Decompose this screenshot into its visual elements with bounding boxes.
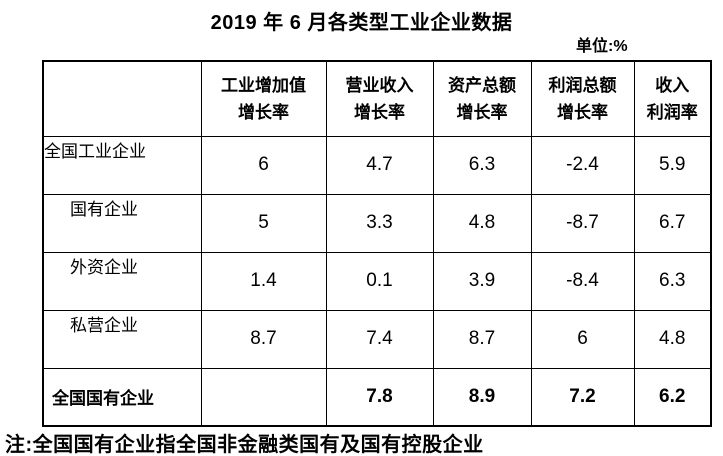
- cell-value: [200, 367, 327, 427]
- header-total-profit-growth: 利润总额 增长率: [530, 60, 635, 137]
- header-line: 增长率: [238, 102, 289, 122]
- cell-value: 4.8: [432, 193, 532, 253]
- header-line: 增长率: [557, 102, 608, 122]
- cell-value: 6.3: [633, 251, 712, 311]
- cell-value: 6.7: [633, 193, 712, 253]
- footnote: 注:全国国有企业指全国非金融类国有及国有控股企业: [5, 434, 484, 456]
- row-national-state-owned-total: 全国国有企业 7.8 8.9 7.2 6.2: [42, 367, 712, 427]
- cell-value: 6: [200, 135, 327, 195]
- cell-value: 1.4: [200, 251, 327, 311]
- header-line: 资产总额: [448, 75, 516, 95]
- header-empty: [42, 60, 202, 137]
- cell-value: 7.8: [325, 367, 434, 427]
- row-label: 全国工业企业: [42, 135, 202, 195]
- cell-value: 6: [530, 309, 635, 369]
- cell-value: 5.9: [633, 135, 712, 195]
- cell-value: 3.9: [432, 251, 532, 311]
- header-operating-revenue-growth: 营业收入 增长率: [325, 60, 434, 137]
- cell-value: 4.8: [633, 309, 712, 369]
- row-foreign-funded: 外资企业 1.4 0.1 3.9 -8.4 6.3: [42, 251, 712, 311]
- header-line: 工业增加值: [221, 75, 306, 95]
- row-label: 国有企业: [42, 193, 202, 253]
- row-label: 全国国有企业: [42, 367, 202, 427]
- header-industrial-added-value-growth: 工业增加值 增长率: [200, 60, 327, 137]
- row-state-owned: 国有企业 5 3.3 4.8 -8.7 6.7: [42, 193, 712, 253]
- header-line: 增长率: [456, 102, 508, 122]
- row-private: 私营企业 8.7 7.4 8.7 6 4.8: [42, 309, 712, 369]
- header-line: 利润率: [646, 102, 698, 122]
- page-title: 2019 年 6 月各类型工业企业数据: [210, 12, 513, 34]
- cell-value: 8.9: [432, 367, 532, 427]
- cell-value: 8.7: [200, 309, 327, 369]
- row-national-industrial: 全国工业企业 6 4.7 6.3 -2.4 5.9: [42, 135, 712, 195]
- cell-value: 0.1: [325, 251, 434, 311]
- header-total-assets-growth: 资产总额 增长率: [432, 60, 532, 137]
- cell-value: 7.4: [325, 309, 434, 369]
- header-revenue-profit-margin: 收入 利润率: [633, 60, 712, 137]
- cell-value: 8.7: [432, 309, 532, 369]
- cell-value: 3.3: [325, 193, 434, 253]
- header-line: 收入: [655, 75, 690, 95]
- cell-value: -2.4: [530, 135, 635, 195]
- header-line: 营业收入: [345, 75, 414, 95]
- industrial-data-table: 工业增加值 增长率 营业收入 增长率 资产总额 增长率 利润总额 增长率 收入: [42, 60, 712, 427]
- cell-value: -8.7: [530, 193, 635, 253]
- table-header-row: 工业增加值 增长率 营业收入 增长率 资产总额 增长率 利润总额 增长率 收入: [42, 60, 712, 137]
- header-line: 利润总额: [548, 75, 617, 95]
- header-line: 增长率: [354, 102, 405, 122]
- cell-value: 4.7: [325, 135, 434, 195]
- unit-label: 单位:%: [576, 38, 628, 55]
- cell-value: 6.2: [633, 367, 712, 427]
- cell-value: 6.3: [432, 135, 532, 195]
- row-label: 私营企业: [42, 309, 202, 369]
- row-label: 外资企业: [42, 251, 202, 311]
- cell-value: 7.2: [530, 367, 635, 427]
- cell-value: -8.4: [530, 251, 635, 311]
- cell-value: 5: [200, 193, 327, 253]
